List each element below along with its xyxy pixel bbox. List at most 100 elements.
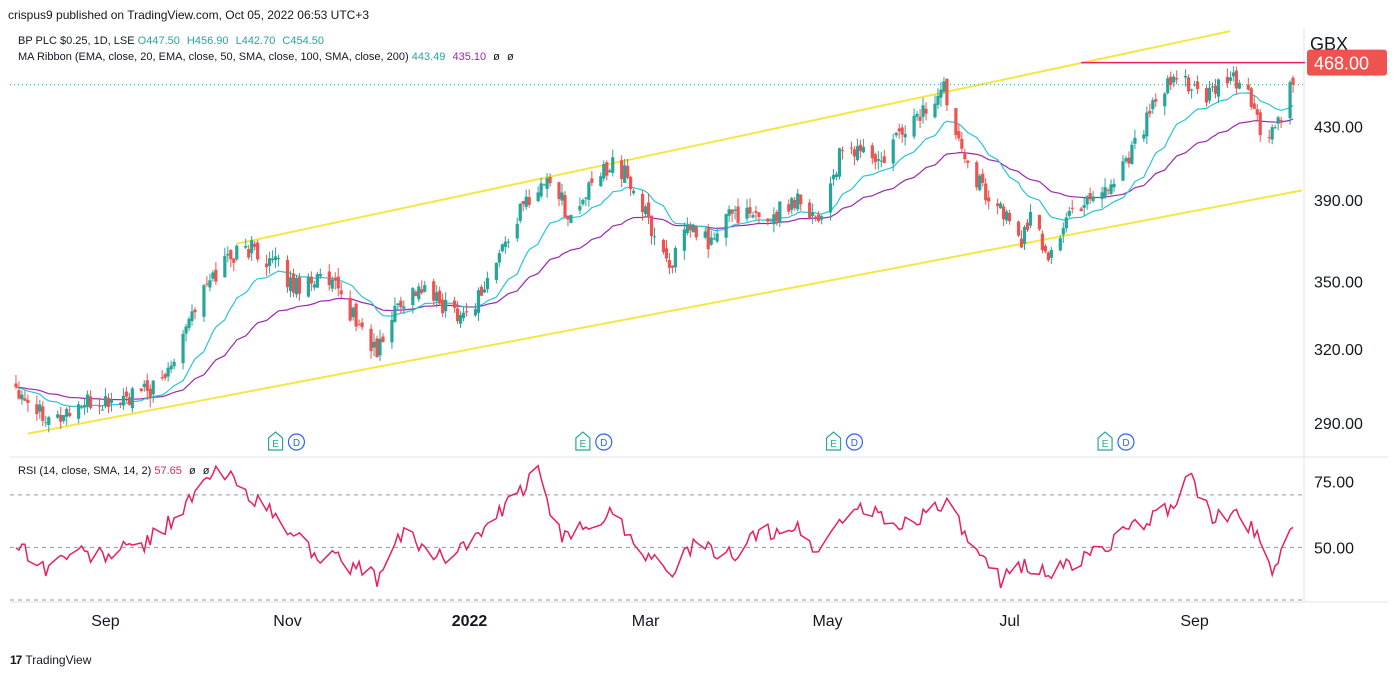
- candle: [273, 247, 278, 268]
- candle: [820, 214, 824, 225]
- earnings-event[interactable]: E: [1097, 431, 1113, 451]
- candle: [858, 139, 862, 159]
- candle: [793, 196, 797, 211]
- candle-body: [139, 388, 143, 392]
- dividend-event[interactable]: D: [287, 433, 306, 451]
- candle: [518, 202, 522, 224]
- candle: [685, 217, 689, 236]
- candle: [942, 77, 946, 94]
- candle-body: [733, 209, 737, 211]
- dividend-event[interactable]: D: [595, 433, 613, 451]
- dividend-event[interactable]: D: [1117, 433, 1135, 451]
- candle: [1234, 66, 1238, 95]
- candle-body: [14, 383, 18, 388]
- candle-body: [772, 214, 776, 225]
- candle: [1166, 75, 1170, 95]
- candle: [65, 407, 69, 426]
- candle: [828, 176, 833, 221]
- candle: [957, 124, 961, 142]
- rsi-value: 57.65: [154, 465, 182, 477]
- candle-body: [288, 277, 293, 291]
- candle: [652, 227, 657, 246]
- candle-body: [1103, 187, 1107, 197]
- candle-body: [584, 197, 588, 199]
- candle: [778, 201, 782, 227]
- candle: [1163, 91, 1167, 116]
- candle-body: [1022, 227, 1027, 244]
- candle-body: [62, 415, 66, 422]
- candle: [560, 184, 564, 206]
- candle: [715, 227, 719, 244]
- candle-body: [482, 289, 487, 293]
- candle: [390, 311, 394, 349]
- candle: [226, 246, 230, 263]
- candle: [557, 181, 561, 207]
- candle: [458, 311, 463, 328]
- candle-body: [339, 290, 343, 295]
- candle: [1288, 80, 1292, 125]
- candle-body: [250, 240, 254, 254]
- candle-body: [1127, 157, 1131, 164]
- candle-body: [811, 212, 815, 217]
- rsi-layer: [10, 464, 1304, 601]
- candle: [270, 250, 275, 264]
- dividend-event[interactable]: D: [845, 433, 864, 451]
- candle: [751, 211, 755, 219]
- candle: [1124, 155, 1128, 164]
- candle: [1079, 206, 1083, 212]
- earnings-event[interactable]: E: [575, 431, 591, 451]
- candle-body: [626, 165, 630, 178]
- candle: [184, 323, 188, 342]
- candle-body: [444, 299, 448, 312]
- earnings-event[interactable]: E: [825, 431, 842, 451]
- candle-body: [315, 274, 319, 288]
- candle-body: [306, 277, 310, 297]
- candle-body: [393, 305, 397, 322]
- candle: [837, 147, 842, 180]
- candle: [127, 392, 131, 406]
- candle: [348, 290, 352, 322]
- candle-body: [685, 226, 689, 234]
- candle-body: [497, 253, 501, 263]
- candle: [808, 199, 812, 220]
- candle: [420, 280, 424, 295]
- candle-body: [226, 253, 230, 256]
- candle-body: [855, 146, 860, 160]
- candle: [912, 108, 916, 140]
- candle: [479, 284, 484, 297]
- event-label: D: [600, 438, 607, 449]
- candle: [1273, 124, 1277, 129]
- candle-body: [945, 78, 949, 106]
- candle-body: [44, 422, 48, 424]
- candle-body: [390, 319, 394, 343]
- candle: [139, 388, 143, 393]
- candle-body: [214, 269, 218, 282]
- candle-body: [1046, 252, 1050, 261]
- candle-body: [1082, 205, 1086, 208]
- candle: [1148, 103, 1152, 118]
- candle-body: [876, 159, 880, 161]
- candle-body: [831, 174, 836, 180]
- candle-body: [799, 194, 803, 205]
- candle: [924, 102, 928, 121]
- candle-body: [97, 405, 102, 407]
- last-price-tag: [1307, 49, 1387, 76]
- candle: [223, 247, 227, 278]
- candle-body: [727, 209, 731, 216]
- candle: [333, 272, 337, 290]
- candle-body: [294, 277, 299, 295]
- x-tick-label: Mar: [632, 613, 660, 630]
- candle: [963, 148, 967, 164]
- candle: [318, 268, 322, 280]
- candle-body: [1121, 161, 1125, 181]
- candle: [250, 236, 254, 261]
- candle-body: [1037, 214, 1042, 230]
- candle-body: [351, 307, 355, 318]
- candle: [1184, 69, 1188, 87]
- candle-body: [581, 199, 585, 205]
- candle-body: [515, 223, 519, 239]
- earnings-event[interactable]: E: [267, 431, 284, 451]
- event-label: E: [830, 439, 837, 450]
